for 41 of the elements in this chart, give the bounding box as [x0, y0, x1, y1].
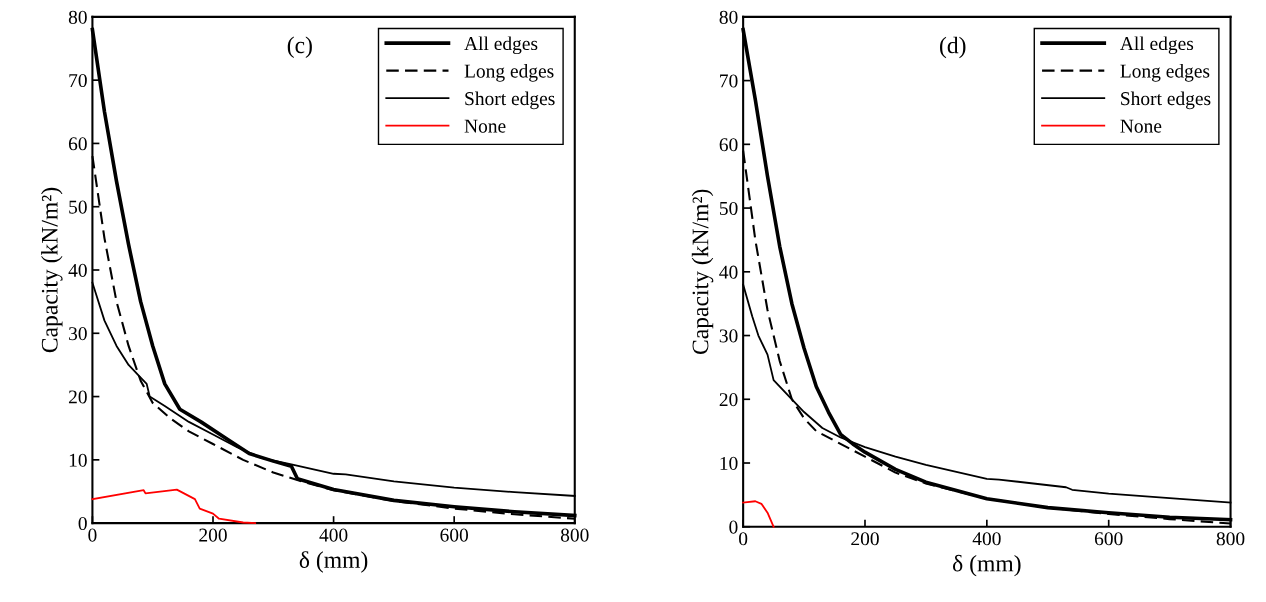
y-tick-label: 50	[69, 200, 87, 214]
x-tick-label: 800	[560, 528, 589, 542]
y-tick-label: 80	[719, 10, 738, 24]
y-tick-label: 70	[69, 73, 87, 88]
y-tick-label: 0	[78, 516, 87, 531]
legend-label: None	[464, 119, 506, 133]
y-tick-label: 40	[719, 265, 738, 279]
y-tick-label: 60	[719, 138, 738, 152]
legend-label: None	[1120, 119, 1162, 133]
y-tick-label: 20	[719, 393, 738, 407]
x-tick-label: 0	[88, 528, 97, 542]
legend-label: Long edges	[464, 63, 554, 82]
y-tick-label: 30	[69, 327, 87, 341]
y-tick-label: 80	[68, 10, 87, 24]
x-axis-title: δ (mm)	[299, 551, 368, 573]
y-tick-label: 70	[720, 74, 738, 88]
y-tick-label: 10	[720, 456, 738, 470]
y-axis-title: Capacity (kN/m²)	[691, 189, 714, 355]
y-axis-title: Capacity (kN/m²)	[41, 187, 63, 353]
x-tick-label: 400	[972, 532, 1001, 546]
x-tick-label: 600	[1094, 532, 1123, 546]
legend-label: All edges	[1120, 36, 1194, 55]
x-tick-label: 800	[1216, 532, 1245, 546]
x-tick-label: 0	[739, 532, 748, 546]
legend-label: Long edges	[1120, 63, 1210, 82]
annotation: (d)	[940, 36, 966, 59]
legend-label: Short edges	[465, 91, 555, 110]
y-tick-label: 40	[68, 263, 87, 277]
annotation: (c)	[287, 36, 312, 58]
x-axis-title: δ (mm)	[952, 554, 1021, 577]
y-tick-label: 30	[719, 329, 738, 343]
x-tick-label: 400	[319, 528, 348, 542]
legend-label: All edges	[464, 36, 538, 55]
y-tick-label: 50	[719, 201, 738, 215]
legend-label: Short edges	[1121, 91, 1211, 110]
x-tick-label: 200	[851, 532, 879, 546]
y-tick-label: 20	[68, 390, 87, 404]
y-tick-label: 10	[69, 453, 87, 467]
x-tick-label: 600	[440, 528, 469, 542]
y-tick-label: 60	[68, 137, 87, 151]
x-tick-label: 200	[199, 528, 227, 542]
